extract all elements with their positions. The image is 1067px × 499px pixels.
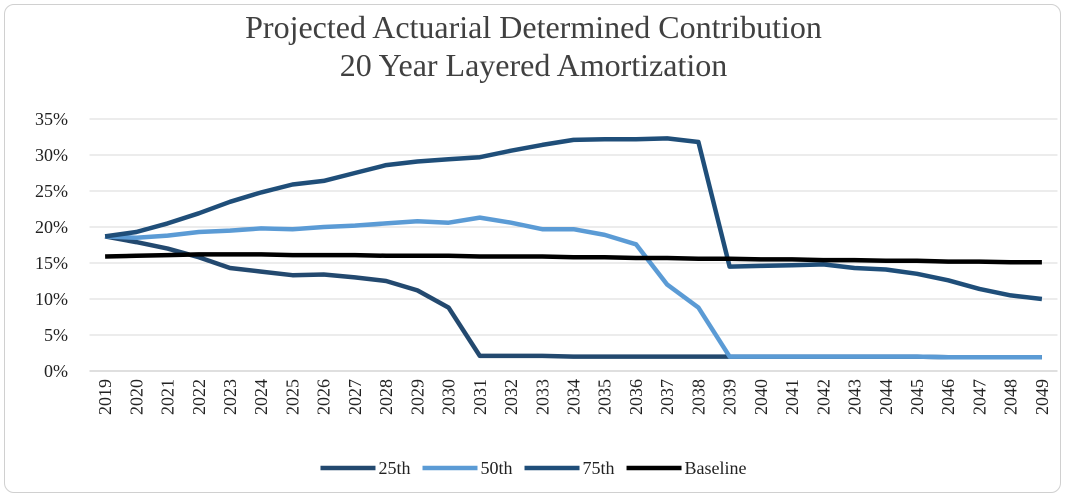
y-tick-label: 30% <box>35 145 68 165</box>
x-tick-label: 2027 <box>345 379 365 415</box>
legend-label: 25th <box>378 458 410 478</box>
x-tick-label: 2042 <box>813 379 833 415</box>
x-tick-label: 2040 <box>751 379 771 415</box>
x-tick-label: 2025 <box>282 379 302 415</box>
x-tick-label: 2021 <box>158 379 178 415</box>
y-tick-label: 0% <box>44 361 68 381</box>
x-tick-label: 2033 <box>532 379 552 415</box>
x-tick-label: 2041 <box>782 379 802 415</box>
x-tick-label: 2029 <box>407 379 427 415</box>
x-tick-label: 2038 <box>688 379 708 415</box>
x-tick-label: 2028 <box>376 379 396 415</box>
x-tick-label: 2035 <box>595 379 615 415</box>
chart-title: Projected Actuarial Determined Contribut… <box>245 9 822 83</box>
x-tick-label: 2019 <box>95 379 115 415</box>
x-tick-label: 2037 <box>657 379 677 415</box>
legend-label: 50th <box>481 458 513 478</box>
x-tick-label: 2047 <box>969 379 989 415</box>
x-tick-label: 2044 <box>876 379 896 415</box>
series-line <box>104 215 1042 360</box>
legend-label: 75th <box>583 458 615 478</box>
x-tick-label: 2039 <box>720 379 740 415</box>
x-tick-label: 2024 <box>251 379 271 415</box>
x-tick-label: 2026 <box>314 379 334 415</box>
x-tick-label: 2022 <box>189 379 209 415</box>
x-tick-label: 2034 <box>564 379 584 415</box>
x-tick-label: 2048 <box>1001 379 1021 415</box>
series-line <box>104 136 1043 302</box>
x-tick-label: 2030 <box>439 379 459 415</box>
x-tick-label: 2023 <box>220 379 240 415</box>
y-tick-label: 10% <box>35 289 68 309</box>
y-tick-label: 20% <box>35 217 68 237</box>
y-tick-label: 25% <box>35 181 68 201</box>
x-tick-label: 2045 <box>907 379 927 415</box>
x-tick-label: 2049 <box>1032 379 1052 415</box>
x-tick-label: 2046 <box>938 379 958 415</box>
x-tick-label: 2032 <box>501 379 521 415</box>
x-tick-label: 2036 <box>626 379 646 415</box>
x-tick-label: 2020 <box>126 379 146 415</box>
legend-label: Baseline <box>685 458 747 478</box>
x-tick-label: 2031 <box>470 379 490 415</box>
chart-frame <box>4 4 1061 493</box>
y-tick-label: 15% <box>35 253 68 273</box>
x-tick-label: 2043 <box>845 379 865 415</box>
y-tick-label: 35% <box>35 109 68 129</box>
y-tick-label: 5% <box>44 325 68 345</box>
series-line <box>105 252 1042 265</box>
